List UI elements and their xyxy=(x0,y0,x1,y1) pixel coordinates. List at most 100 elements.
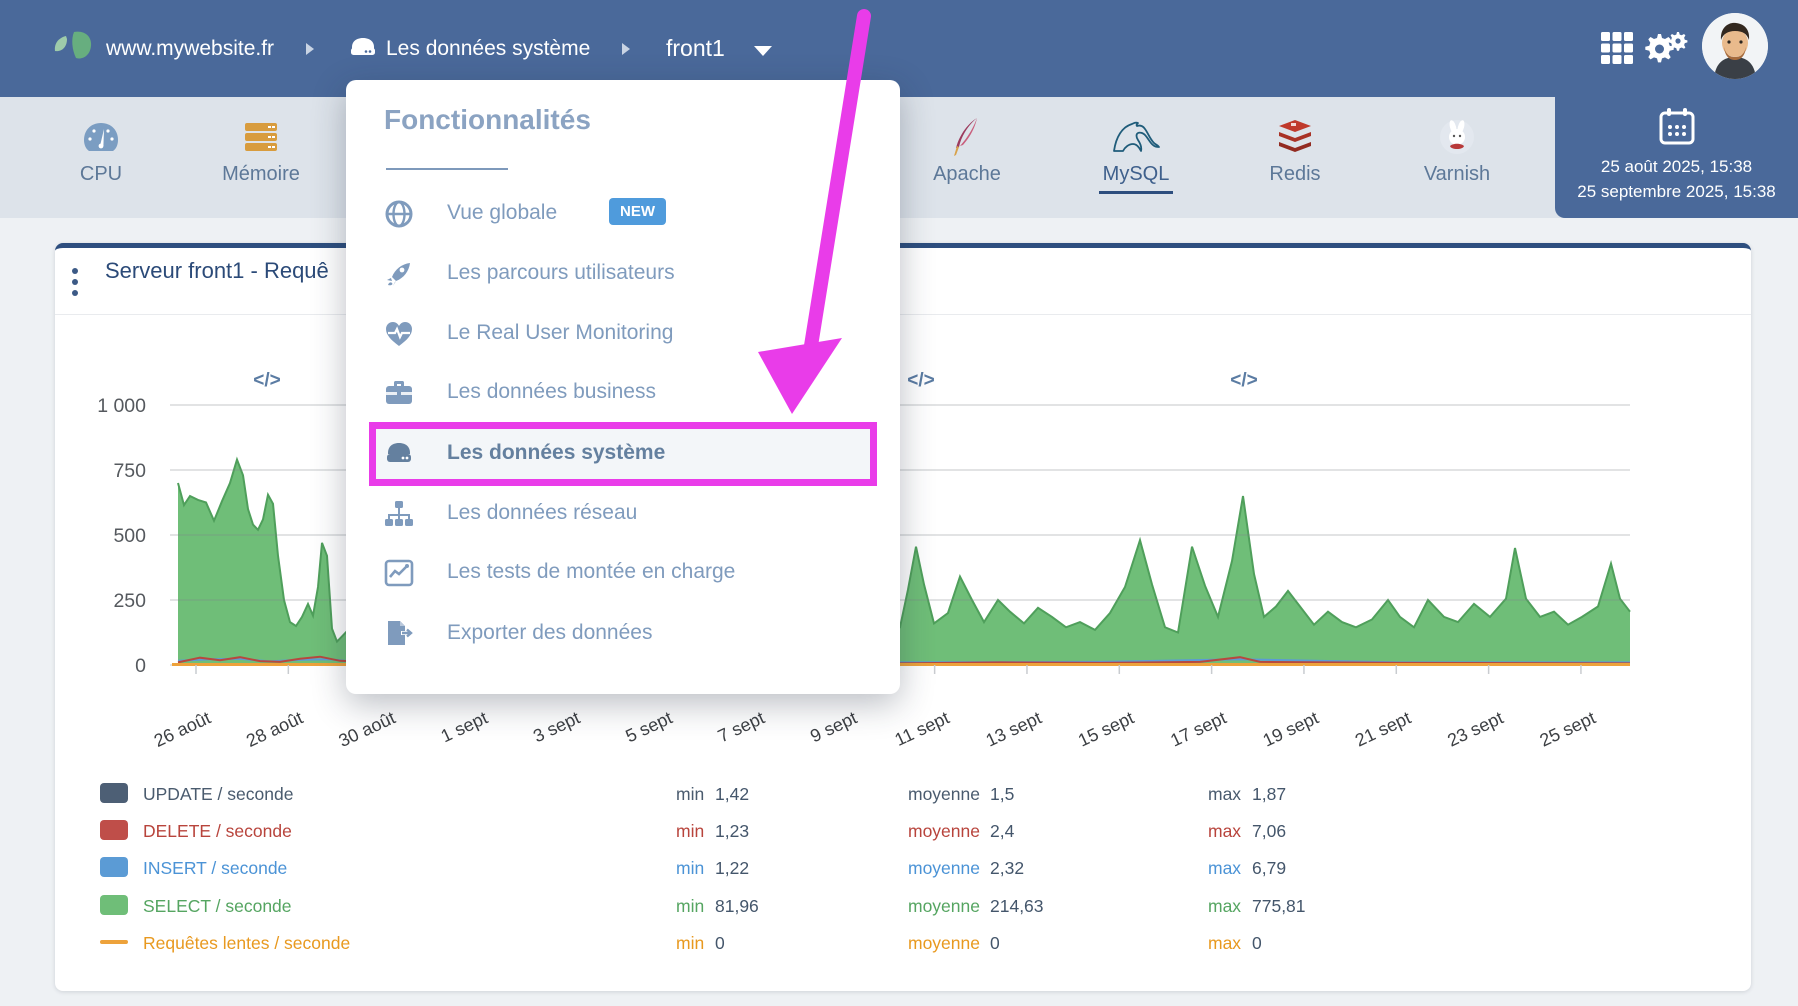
new-badge: NEW xyxy=(609,198,666,225)
server-selector-label: front1 xyxy=(666,35,725,61)
stat-max-value: 6,79 xyxy=(1252,858,1287,878)
menu-item-label: Les données réseau xyxy=(447,501,638,524)
stat-avg-value: 2,32 xyxy=(990,858,1025,878)
tab-redis[interactable]: Redis xyxy=(1220,115,1370,186)
apache-feather-icon xyxy=(892,115,1042,159)
chevron-right-icon xyxy=(306,43,314,55)
chart-line-icon xyxy=(384,559,414,587)
menu-item-parcours-utilisateurs[interactable]: Les parcours utilisateurs xyxy=(370,252,880,296)
svg-text:11 sept: 11 sept xyxy=(892,707,953,750)
stat-avg-label: moyenne xyxy=(908,933,980,953)
active-tab-underline xyxy=(1099,191,1173,194)
legend-swatch xyxy=(100,857,128,877)
stat-max-label: max xyxy=(1208,821,1242,841)
svg-text:1 sept: 1 sept xyxy=(438,707,491,746)
user-avatar[interactable] xyxy=(1702,13,1768,79)
tab-cpu[interactable]: CPU xyxy=(26,115,176,186)
tab-label: Redis xyxy=(1269,163,1321,185)
stat-avg-label: moyenne xyxy=(908,858,980,878)
menu-item-label: Exporter des données xyxy=(447,621,653,644)
tab-label: Mémoire xyxy=(222,163,300,185)
stat-min-label: min xyxy=(676,784,705,804)
menu-item-vue-globale[interactable]: Vue globale NEW xyxy=(370,192,880,236)
svg-text:26 août: 26 août xyxy=(151,707,214,751)
svg-text:500: 500 xyxy=(113,525,146,547)
legend-label: SELECT / seconde xyxy=(143,896,292,916)
menu-item-real-user-monitoring[interactable]: Le Real User Monitoring xyxy=(370,312,880,356)
tab-label: Apache xyxy=(933,163,1001,185)
svg-text:17 sept: 17 sept xyxy=(1167,707,1229,750)
svg-text:</>: </> xyxy=(1230,370,1257,391)
svg-text:7 sept: 7 sept xyxy=(715,707,768,746)
legend-row-insert[interactable]: INSERT / seconde min 1,22 moyenne 2,32 m… xyxy=(0,856,1798,880)
svg-text:30 août: 30 août xyxy=(335,707,398,751)
tab-varnish[interactable]: Varnish xyxy=(1382,115,1532,186)
stat-min-value: 1,23 xyxy=(715,821,750,841)
cpu-gauge-icon xyxy=(26,115,176,159)
settings-gears-icon[interactable] xyxy=(1644,30,1688,68)
varnish-bunny-icon xyxy=(1382,115,1532,159)
menu-item-exporter-donnees[interactable]: Exporter des données xyxy=(370,612,880,656)
stat-min-value: 81,96 xyxy=(715,896,759,916)
caret-down-icon[interactable] xyxy=(752,44,774,58)
breadcrumb-section[interactable]: Les données système xyxy=(386,37,591,60)
legend-row-slow-queries[interactable]: Requêtes lentes / seconde min 0 moyenne … xyxy=(0,931,1798,955)
legend-row-select[interactable]: SELECT / seconde min 81,96 moyenne 214,6… xyxy=(0,894,1798,918)
tab-apache[interactable]: Apache xyxy=(892,115,1042,186)
stat-min-label: min xyxy=(676,933,705,953)
legend-swatch xyxy=(100,820,128,840)
menu-item-label: Les tests de montée en charge xyxy=(447,560,736,583)
menu-item-donnees-reseau[interactable]: Les données réseau xyxy=(370,492,880,536)
stat-max-label: max xyxy=(1208,858,1242,878)
mysql-dolphin-icon xyxy=(1061,115,1211,159)
chart-title: Serveur front1 - Requê xyxy=(105,258,329,283)
stat-avg-value: 0 xyxy=(990,933,1000,953)
apps-grid-icon[interactable] xyxy=(1599,30,1635,66)
stat-min-value: 1,42 xyxy=(715,784,750,804)
stat-avg-value: 214,63 xyxy=(990,896,1044,916)
stat-max-label: max xyxy=(1208,784,1242,804)
svg-text:9 sept: 9 sept xyxy=(807,707,860,746)
date-range-picker[interactable]: 25 août 2025, 15:38 25 septembre 2025, 1… xyxy=(1555,97,1798,218)
menu-title-underline xyxy=(386,168,508,170)
svg-text:15 sept: 15 sept xyxy=(1075,707,1137,750)
legend-label: Requêtes lentes / seconde xyxy=(143,933,351,953)
svg-text:23 sept: 23 sept xyxy=(1444,707,1506,750)
server-icon xyxy=(387,443,411,462)
kebab-menu-icon[interactable] xyxy=(68,266,82,300)
heart-pulse-icon xyxy=(386,322,412,346)
svg-text:1 000: 1 000 xyxy=(97,395,146,417)
date-range-end: 25 septembre 2025, 15:38 xyxy=(1577,182,1776,201)
annotation-highlight-box xyxy=(369,422,877,486)
tab-label: CPU xyxy=(79,163,123,185)
svg-text:5 sept: 5 sept xyxy=(622,707,675,746)
memory-icon xyxy=(186,115,336,159)
tab-mysql[interactable]: MySQL xyxy=(1061,115,1211,194)
briefcase-icon xyxy=(386,381,412,404)
stat-avg-value: 1,5 xyxy=(990,784,1015,804)
tab-memoire[interactable]: Mémoire xyxy=(186,115,336,186)
svg-text:28 août: 28 août xyxy=(243,707,306,751)
stat-min-label: min xyxy=(676,858,705,878)
stat-min-value: 1,22 xyxy=(715,858,750,878)
svg-text:21 sept: 21 sept xyxy=(1352,707,1414,750)
stat-avg-value: 2,4 xyxy=(990,821,1015,841)
legend-row-update[interactable]: UPDATE / seconde min 1,42 moyenne 1,5 ma… xyxy=(0,782,1798,806)
svg-text:13 sept: 13 sept xyxy=(983,707,1045,750)
menu-item-tests-montee-en-charge[interactable]: Les tests de montée en charge xyxy=(370,551,880,595)
stat-min-label: min xyxy=(676,821,705,841)
chart-card-header xyxy=(55,248,1751,315)
top-navbar: www.mywebsite.fr Les données système fro… xyxy=(0,0,1798,97)
menu-item-label: Les parcours utilisateurs xyxy=(447,261,675,284)
menu-item-donnees-systeme[interactable]: Les données système xyxy=(370,432,880,476)
stat-min-label: min xyxy=(676,896,705,916)
server-selector[interactable]: front1 xyxy=(666,0,725,97)
menu-item-donnees-business[interactable]: Les données business xyxy=(370,371,880,415)
breadcrumb-site[interactable]: www.mywebsite.fr xyxy=(106,37,275,60)
legend-row-delete[interactable]: DELETE / seconde min 1,23 moyenne 2,4 ma… xyxy=(0,819,1798,843)
svg-text:19 sept: 19 sept xyxy=(1260,707,1322,750)
leaf-logo-icon[interactable] xyxy=(52,26,98,70)
stat-max-label: max xyxy=(1208,896,1242,916)
chevron-right-icon xyxy=(622,43,630,55)
legend-label: INSERT / seconde xyxy=(143,858,288,878)
